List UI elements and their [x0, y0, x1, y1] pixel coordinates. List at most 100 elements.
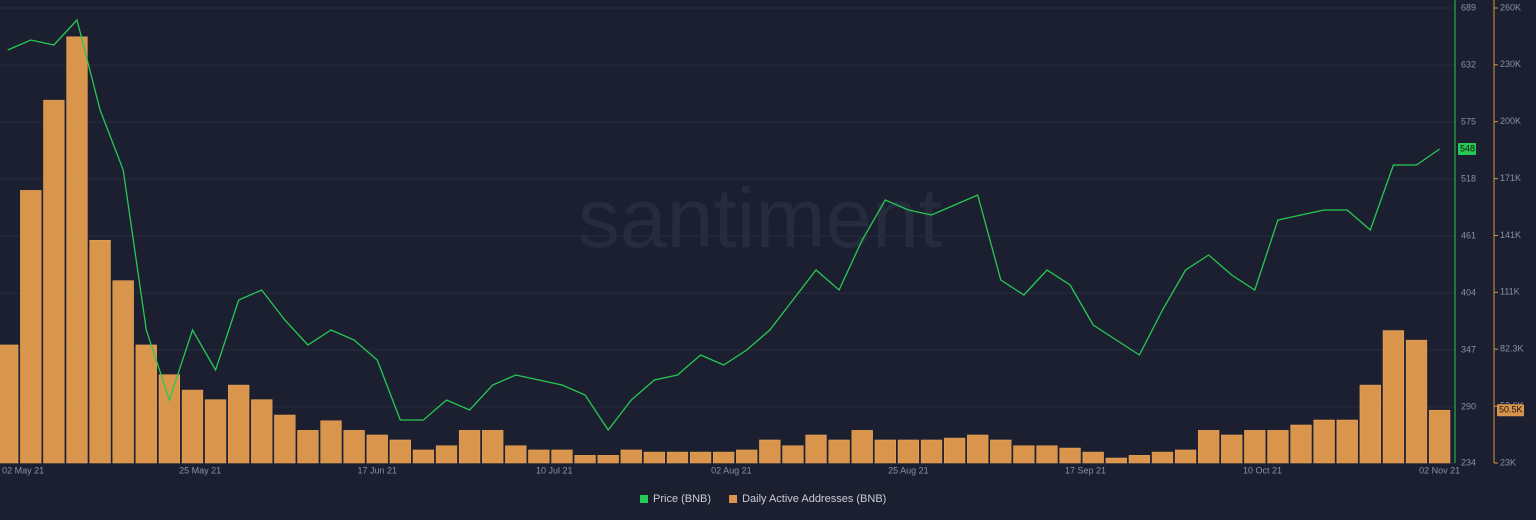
bar [782, 445, 804, 464]
y-tick-label: 234 [1461, 457, 1476, 467]
bar [967, 434, 989, 464]
bar [759, 439, 781, 464]
bar [1036, 445, 1058, 464]
watermark: santiment [578, 171, 942, 265]
bar [1313, 419, 1335, 464]
x-tick-label: 17 Sep 21 [1065, 465, 1106, 475]
bar [482, 430, 504, 464]
bar [851, 430, 873, 464]
y2-tick-label: 141K [1500, 230, 1521, 240]
bar [20, 190, 42, 464]
bar [274, 414, 296, 464]
bar [0, 344, 19, 464]
bar [805, 434, 827, 464]
y-tick-label: 461 [1461, 230, 1476, 240]
bar [389, 439, 411, 464]
bar [204, 399, 227, 464]
bar [1267, 430, 1289, 464]
bar [1244, 430, 1266, 464]
bar [1128, 455, 1151, 464]
bar [551, 449, 573, 464]
bar [943, 437, 966, 464]
bar [1336, 419, 1358, 464]
y-tick-label: 575 [1461, 116, 1476, 126]
legend-label: Daily Active Addresses (BNB) [742, 493, 886, 505]
y-tick-label: 347 [1461, 344, 1476, 354]
bar [228, 384, 250, 464]
bar [1082, 451, 1104, 464]
last-value-badge [1458, 143, 1476, 155]
y2-tick-label: 111K [1500, 287, 1520, 297]
bar [1151, 451, 1174, 464]
x-tick-label: 10 Oct 21 [1243, 465, 1282, 475]
y2-tick-label: 260K [1500, 2, 1521, 12]
bar [297, 430, 319, 464]
bar [1290, 424, 1312, 464]
y-tick-label: 689 [1461, 2, 1476, 12]
bar [1105, 457, 1127, 464]
y-tick-label: 518 [1461, 173, 1476, 183]
x-tick-label: 10 Jul 21 [536, 465, 573, 475]
bar [828, 439, 850, 464]
bar [43, 99, 65, 464]
y-tick-label: 404 [1461, 287, 1476, 297]
price-line [7, 18, 1440, 432]
bar [897, 439, 920, 464]
x-tick-label: 02 Nov 21 [1419, 465, 1460, 475]
y2-tick-label: 230K [1500, 59, 1521, 69]
bar [1198, 430, 1220, 464]
bar [643, 451, 666, 464]
bar [181, 389, 204, 464]
bar [1013, 445, 1035, 464]
legend-swatch [729, 495, 738, 503]
bar [666, 451, 689, 464]
x-tick-label: 17 Jun 21 [357, 465, 397, 475]
y2-tick-label: 171K [1500, 173, 1521, 183]
bar [736, 449, 758, 464]
bar [1359, 384, 1381, 464]
bar [89, 240, 111, 464]
bar [1428, 409, 1451, 464]
bar [620, 449, 642, 464]
x-tick-label: 25 Aug 21 [888, 465, 929, 475]
y2-tick-label: 82.3K [1500, 344, 1524, 354]
bar [505, 445, 527, 464]
bar [366, 434, 388, 464]
bar [1174, 449, 1197, 464]
bar [251, 399, 273, 464]
bar [574, 455, 596, 464]
bar [1221, 434, 1243, 464]
bar [874, 439, 896, 464]
last-value-label: 50.5K [1499, 405, 1523, 415]
bar [412, 449, 435, 464]
bar [713, 451, 735, 464]
bar [458, 430, 481, 464]
bar [597, 455, 619, 464]
bar [689, 451, 712, 464]
bar [320, 420, 342, 464]
x-tick-label: 25 May 21 [179, 465, 221, 475]
x-tick-label: 02 Aug 21 [711, 465, 752, 475]
bar [135, 344, 157, 464]
bar [343, 430, 365, 464]
legend-label: Price (BNB) [653, 493, 711, 505]
y-tick-label: 290 [1461, 401, 1476, 411]
bar [1059, 447, 1081, 464]
bar [158, 374, 181, 464]
x-tick-label: 02 May 21 [2, 465, 44, 475]
last-value-label: 548 [1460, 143, 1475, 153]
bar [66, 36, 88, 464]
bar [435, 445, 458, 464]
y2-tick-label: 23K [1500, 457, 1516, 467]
bar [1382, 330, 1405, 464]
y2-tick-label: 200K [1500, 116, 1521, 126]
bar [920, 439, 943, 464]
y-tick-label: 632 [1461, 59, 1476, 69]
bar [528, 449, 550, 464]
legend-swatch [640, 495, 648, 503]
bar [990, 439, 1012, 464]
bar [112, 280, 134, 464]
bar [1405, 339, 1428, 464]
